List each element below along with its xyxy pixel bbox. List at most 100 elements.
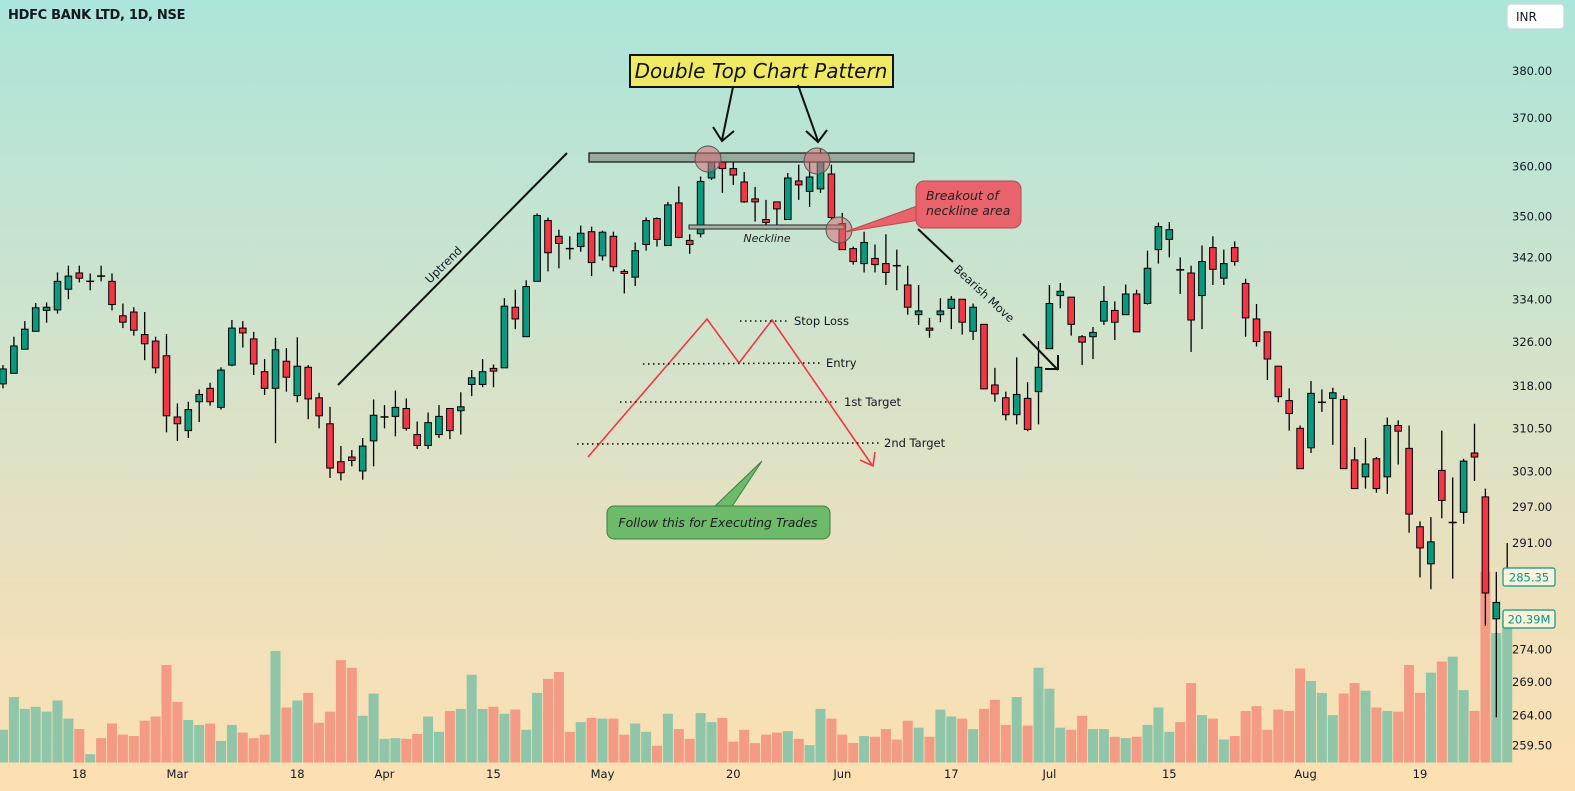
- candle[interactable]: [1067, 296, 1076, 336]
- candle[interactable]: [1459, 458, 1468, 524]
- candle[interactable]: [936, 298, 945, 323]
- candle[interactable]: [0, 365, 7, 389]
- breakout-callout[interactable]: [915, 180, 1022, 229]
- candle[interactable]: [1165, 222, 1174, 258]
- candle[interactable]: [467, 370, 476, 397]
- candle[interactable]: [1121, 284, 1130, 316]
- candle[interactable]: [1307, 381, 1315, 453]
- candle[interactable]: [587, 226, 596, 277]
- candle[interactable]: [925, 317, 934, 338]
- candle[interactable]: [358, 438, 367, 480]
- candle[interactable]: [1416, 521, 1424, 578]
- candle[interactable]: [457, 392, 465, 435]
- candle[interactable]: [97, 265, 106, 282]
- candle[interactable]: [544, 217, 552, 272]
- candle[interactable]: [64, 265, 73, 300]
- candle[interactable]: [533, 213, 541, 282]
- candle[interactable]: [206, 382, 214, 406]
- candle[interactable]: [260, 359, 269, 396]
- candle[interactable]: [413, 421, 421, 449]
- candle[interactable]: [1285, 388, 1294, 431]
- candle[interactable]: [576, 225, 585, 252]
- candle[interactable]: [271, 337, 280, 444]
- candle[interactable]: [947, 296, 956, 330]
- candle[interactable]: [1263, 331, 1272, 380]
- candle[interactable]: [1002, 391, 1010, 421]
- candle[interactable]: [1405, 425, 1413, 533]
- candle[interactable]: [1176, 257, 1185, 294]
- candle[interactable]: [1350, 447, 1359, 490]
- candle[interactable]: [446, 407, 454, 440]
- candle[interactable]: [1296, 425, 1304, 470]
- candle[interactable]: [1317, 389, 1326, 412]
- candle[interactable]: [860, 231, 868, 273]
- candle[interactable]: [1089, 327, 1097, 360]
- candle[interactable]: [609, 231, 618, 272]
- candle[interactable]: [380, 405, 389, 429]
- candle[interactable]: [348, 450, 356, 467]
- candle[interactable]: [391, 390, 400, 437]
- candle[interactable]: [86, 273, 95, 291]
- candle[interactable]: [871, 244, 879, 273]
- candle[interactable]: [784, 173, 792, 221]
- candle[interactable]: [1339, 395, 1348, 470]
- candle[interactable]: [21, 321, 29, 350]
- candle[interactable]: [903, 265, 912, 315]
- candle[interactable]: [511, 289, 520, 330]
- candle[interactable]: [1383, 417, 1392, 494]
- candle[interactable]: [794, 164, 803, 200]
- target2-line[interactable]: [576, 442, 881, 445]
- candle[interactable]: [10, 336, 18, 374]
- neckline-zone[interactable]: [688, 224, 845, 230]
- candle[interactable]: [685, 234, 694, 254]
- candle[interactable]: [500, 298, 509, 369]
- candle[interactable]: [1470, 423, 1479, 481]
- candle[interactable]: [1143, 250, 1152, 305]
- candle[interactable]: [1154, 222, 1163, 264]
- candle[interactable]: [337, 446, 345, 481]
- candle[interactable]: [751, 186, 759, 222]
- candle[interactable]: [631, 242, 640, 287]
- candle[interactable]: [1111, 301, 1119, 340]
- candle[interactable]: [882, 234, 890, 286]
- candle[interactable]: [1448, 477, 1457, 579]
- candle[interactable]: [1329, 387, 1337, 445]
- candle[interactable]: [1209, 236, 1217, 286]
- resistance-zone[interactable]: [588, 152, 915, 163]
- candle[interactable]: [217, 367, 225, 410]
- candle[interactable]: [1056, 282, 1065, 309]
- candle[interactable]: [1252, 304, 1261, 347]
- candle[interactable]: [740, 172, 749, 203]
- candle[interactable]: [664, 201, 672, 247]
- candle[interactable]: [653, 217, 661, 247]
- candle[interactable]: [1198, 245, 1206, 330]
- candle[interactable]: [42, 302, 51, 323]
- candle[interactable]: [598, 230, 607, 261]
- candle[interactable]: [282, 348, 291, 392]
- bearish-move-line[interactable]: [917, 228, 954, 263]
- candle[interactable]: [522, 280, 531, 338]
- follow-callout[interactable]: [606, 505, 831, 540]
- candle[interactable]: [675, 186, 683, 239]
- candle[interactable]: [1045, 285, 1054, 350]
- candle[interactable]: [184, 401, 193, 439]
- currency-button[interactable]: INR: [1507, 4, 1564, 29]
- candle[interactable]: [162, 334, 171, 433]
- candle[interactable]: [1481, 488, 1490, 626]
- candle[interactable]: [1361, 438, 1370, 489]
- candle[interactable]: [1220, 249, 1228, 286]
- candle[interactable]: [980, 323, 988, 390]
- candle[interactable]: [239, 321, 247, 348]
- candle[interactable]: [31, 302, 40, 332]
- candle[interactable]: [620, 269, 629, 294]
- candle[interactable]: [75, 265, 84, 283]
- candle[interactable]: [293, 337, 302, 403]
- candle[interactable]: [1132, 289, 1141, 333]
- pattern-zigzag[interactable]: [587, 317, 873, 466]
- candle[interactable]: [478, 359, 487, 388]
- candle[interactable]: [1230, 241, 1239, 266]
- uptrend-line[interactable]: [337, 152, 568, 386]
- candle[interactable]: [304, 365, 312, 420]
- candle[interactable]: [130, 307, 138, 336]
